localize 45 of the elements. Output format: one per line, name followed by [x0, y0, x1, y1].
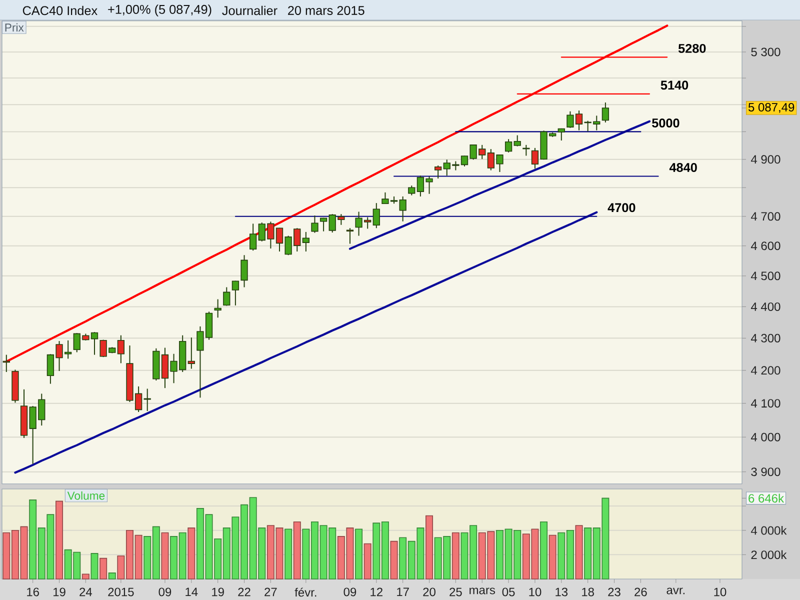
bar: [90, 553, 98, 580]
x-tick-label: 26: [634, 588, 647, 596]
x-tick-label: 22: [238, 588, 250, 596]
bar: [452, 532, 460, 580]
x-tick-label: 24: [80, 588, 92, 596]
x-tick-label: 10: [529, 588, 542, 596]
y-tick-label: 2 000k: [751, 550, 787, 560]
x-tick-label: 27: [264, 588, 277, 596]
x-tick-label: 23: [608, 588, 620, 596]
x-tick-label: 2015: [108, 588, 134, 596]
y-tick-label: 4 000k: [750, 526, 787, 535]
bar: [188, 528, 196, 580]
bar: [548, 534, 556, 580]
x-tick-label: 18: [582, 588, 594, 596]
bar: [100, 558, 108, 580]
x-tick-label: 09: [344, 588, 356, 596]
x-tick-label: 12: [370, 588, 382, 596]
x-tick-label: 16: [27, 588, 39, 596]
bar: [161, 532, 169, 580]
x-tick-label: 25: [450, 588, 462, 596]
x-tick-label: 13: [556, 588, 568, 596]
x-tick-label: 19: [54, 588, 66, 596]
x-tick-label: 05: [502, 588, 515, 596]
bar: [364, 543, 372, 580]
bar: [284, 528, 292, 580]
x-tick-label: 10: [714, 588, 726, 596]
bar: [355, 528, 363, 580]
bar: [390, 540, 398, 580]
x-tick-label: 17: [397, 588, 409, 596]
x-tick-label: févr.: [294, 588, 316, 597]
bar: [108, 572, 116, 580]
bar: [540, 521, 548, 580]
x-tick-label: 09: [158, 588, 172, 596]
y-axis-title: Volume: [67, 491, 105, 500]
x-tick-label: 14: [186, 588, 198, 596]
x-tick-label: 19: [212, 588, 224, 596]
y-tick-label: 6 646k: [748, 494, 784, 503]
x-tick-label: mars: [470, 588, 496, 594]
x-tick-label: avr.: [666, 588, 684, 594]
bar: [575, 525, 583, 580]
bar: [293, 521, 301, 580]
x-tick-label: 20: [423, 588, 436, 596]
bar: [56, 500, 64, 580]
bar: [82, 574, 90, 580]
bar: [426, 515, 434, 580]
